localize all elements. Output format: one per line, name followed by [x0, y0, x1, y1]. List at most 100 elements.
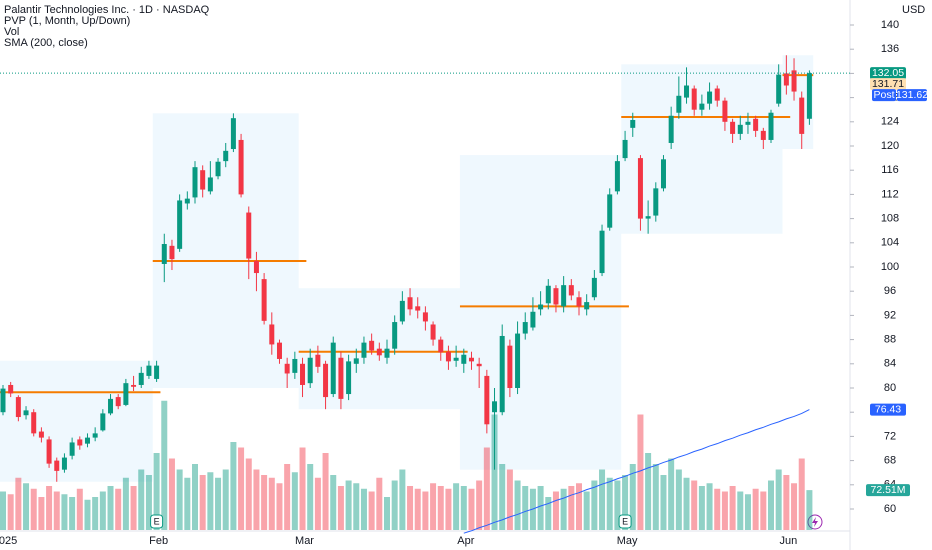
y-tick-label: 88 [884, 334, 896, 346]
candle-body [384, 348, 390, 358]
volume-bar [691, 480, 698, 530]
volume-bar [199, 475, 206, 530]
candle-body [415, 306, 421, 311]
volume-bar [775, 469, 782, 530]
candle-body [783, 73, 789, 86]
volume-bar [23, 483, 30, 530]
volume-bar [460, 486, 467, 530]
candle-body [92, 433, 98, 438]
volume-bar [591, 480, 598, 530]
candle-body [645, 216, 651, 219]
volume-bar [322, 453, 329, 530]
volume-bar [537, 486, 544, 530]
candle-body [676, 95, 682, 113]
volume-bar [184, 477, 191, 530]
candle-body [292, 358, 298, 373]
volume-bar [215, 477, 222, 530]
candle-body [668, 115, 674, 143]
candle-body [161, 244, 167, 264]
candle-body [269, 324, 275, 345]
volume-bar [168, 458, 175, 530]
volume-bar [176, 469, 183, 530]
volume-bar [161, 400, 168, 530]
price-label-box [870, 78, 906, 91]
candle-body [23, 410, 29, 416]
candle-body [768, 112, 774, 140]
volume-bar [675, 469, 682, 530]
volume-bar [238, 447, 245, 530]
candle-body [737, 124, 743, 134]
volume-bar [614, 480, 621, 530]
candle-body [691, 88, 697, 110]
candle-body [8, 384, 14, 394]
y-tick-label: 96 [884, 285, 896, 297]
candle-body [77, 439, 83, 446]
price-label: 132.05 [872, 67, 904, 79]
candle-body [200, 170, 206, 190]
candle-body [730, 121, 736, 134]
candle-body [461, 354, 467, 364]
y-tick-label: 116 [881, 164, 899, 176]
volume-bar [576, 483, 582, 530]
volume-bar [798, 458, 805, 530]
volume-bar [791, 483, 798, 530]
volume-bar [491, 414, 498, 530]
candle-body [108, 398, 114, 414]
candle-body [499, 335, 505, 413]
x-tick-label: Apr [457, 535, 474, 547]
candle-body [323, 363, 329, 398]
candle-body [660, 159, 666, 189]
volume-bar [337, 486, 344, 530]
volume-bar [445, 488, 452, 530]
candle-body [284, 363, 290, 374]
candle-body [131, 384, 137, 387]
volume-bar [299, 447, 306, 530]
volume-bar [99, 491, 106, 530]
candle-body [760, 130, 766, 140]
volume-bar [353, 483, 360, 530]
candle-body [392, 322, 398, 349]
candle-body [184, 198, 190, 204]
sma-line [463, 409, 810, 534]
volume-bar [721, 491, 728, 530]
candle-body [369, 340, 375, 351]
candle-body [346, 361, 352, 395]
volume-bar [138, 469, 145, 530]
event-badge [618, 514, 632, 529]
volume-bar [506, 469, 513, 530]
candle-body [522, 322, 528, 334]
candle-body [753, 118, 759, 131]
chart-title: Palantir Technologies Inc. · 1D · NASDAQ [4, 4, 210, 16]
volume-bar [568, 486, 575, 530]
candle-body [338, 357, 344, 399]
volume-bar [522, 486, 529, 530]
candle-body [31, 412, 37, 434]
volume-bar [468, 488, 475, 530]
candle-body [46, 439, 52, 464]
candle-body [253, 260, 259, 274]
volume-bar [284, 464, 291, 530]
candle-body [38, 431, 44, 438]
candle-body [568, 285, 574, 296]
candle-body [453, 357, 459, 361]
candle-body [630, 119, 636, 128]
volume-bar [145, 475, 152, 530]
volume-bar [768, 480, 774, 530]
candle-body [714, 88, 720, 101]
event-badge [150, 514, 164, 529]
volume-bar [414, 488, 421, 530]
candle-body [653, 188, 659, 216]
volume-bar [0, 491, 6, 530]
volume-bar [407, 486, 414, 530]
volume-bar [752, 488, 759, 530]
volume-bar [714, 488, 721, 530]
candle-body [177, 200, 183, 249]
volume-bar [76, 488, 83, 530]
candle-body [407, 297, 413, 310]
y-tick-label: 80 [884, 382, 896, 394]
candle-body [430, 324, 436, 340]
volume-bar [330, 475, 337, 530]
volume-bar [345, 480, 352, 530]
volume-bar [153, 453, 160, 530]
candle-body [376, 348, 382, 356]
